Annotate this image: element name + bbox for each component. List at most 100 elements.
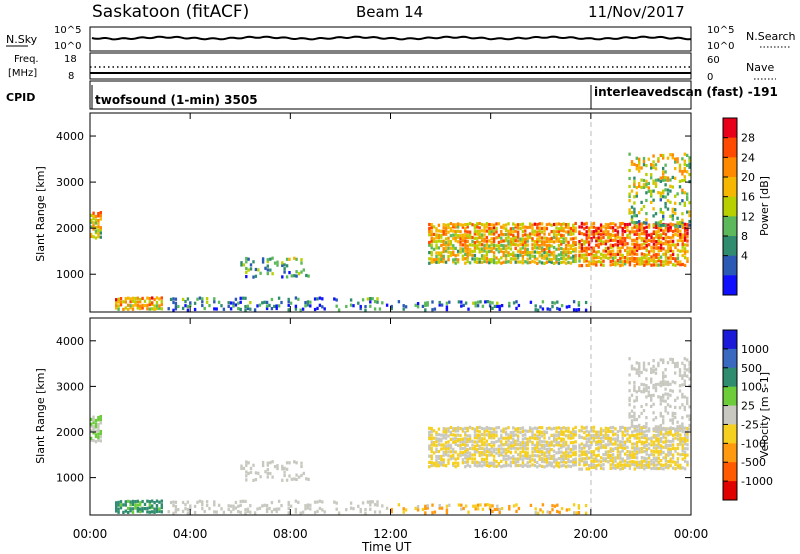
velocity-echo-cell bbox=[131, 510, 135, 514]
power-echo-cell bbox=[473, 241, 477, 245]
power-echo-cell bbox=[607, 250, 610, 254]
velocity-echo-cell bbox=[599, 430, 603, 434]
power-echo-cell bbox=[640, 222, 644, 226]
power-echo-cell bbox=[683, 203, 686, 207]
power-echo-cell bbox=[609, 243, 612, 247]
power-echo-cell bbox=[160, 307, 163, 311]
power-echo-cell bbox=[597, 226, 600, 230]
velocity-echo-cell bbox=[246, 509, 250, 514]
velocity-echo-cell bbox=[623, 443, 627, 447]
velocity-echo-cell bbox=[614, 456, 617, 460]
power-echo-cell bbox=[628, 246, 632, 250]
velocity-echo-cell bbox=[454, 427, 457, 431]
power-echo-cell bbox=[528, 232, 532, 236]
power-echo-cell bbox=[616, 226, 620, 230]
velocity-echo-cell bbox=[681, 416, 684, 420]
velocity-echo-cell bbox=[548, 450, 551, 454]
velocity-echo-cell bbox=[437, 464, 441, 468]
velocity-echo-cell bbox=[678, 389, 682, 393]
velocity-echo-cell bbox=[516, 430, 520, 434]
velocity-echo-cell bbox=[316, 500, 319, 504]
power-echo-cell bbox=[516, 253, 520, 257]
power-echo-cell bbox=[435, 243, 438, 247]
power-echo-cell bbox=[616, 259, 620, 263]
power-echo-cell bbox=[524, 247, 527, 251]
velocity-echo-cell bbox=[671, 421, 674, 425]
power-echo-cell bbox=[604, 229, 608, 233]
power-echo-cell bbox=[237, 307, 240, 311]
velocity-echo-cell bbox=[587, 430, 591, 434]
power-echo-cell bbox=[285, 257, 289, 261]
power-echo-cell bbox=[536, 261, 539, 265]
power-echo-cell bbox=[129, 297, 132, 301]
velocity-echo-cell bbox=[654, 386, 658, 390]
velocity-echo-cell bbox=[480, 439, 484, 443]
velocity-echo-cell bbox=[562, 437, 565, 441]
power-echo-cell bbox=[645, 257, 648, 261]
power-echo-cell bbox=[227, 304, 230, 308]
velocity-echo-cell bbox=[444, 433, 448, 437]
velocity-echo-cell bbox=[614, 446, 617, 450]
velocity-echo-cell bbox=[538, 463, 541, 467]
velocity-echo-cell bbox=[294, 507, 298, 511]
velocity-echo-cell bbox=[562, 454, 565, 458]
power-echo-cell bbox=[607, 252, 610, 256]
power-echo-cell bbox=[623, 248, 627, 253]
velocity-echo-cell bbox=[574, 450, 577, 454]
power-echo-cell bbox=[650, 166, 653, 170]
power-echo-cell bbox=[671, 252, 675, 256]
velocity-echo-cell bbox=[538, 450, 541, 454]
power-echo-cell bbox=[633, 257, 636, 261]
velocity-echo-cell bbox=[500, 459, 503, 463]
power-echo-cell bbox=[645, 164, 648, 168]
power-echo-cell bbox=[261, 260, 265, 264]
power-echo-cell bbox=[587, 229, 591, 233]
velocity-echo-cell bbox=[99, 415, 102, 419]
power-echo-cell bbox=[476, 232, 479, 236]
velocity-echo-cell bbox=[626, 456, 629, 460]
velocity-echo-cell bbox=[146, 506, 149, 510]
power-echo-cell bbox=[664, 259, 668, 263]
velocity-echo-cell bbox=[638, 439, 641, 443]
power-echo-cell bbox=[676, 253, 680, 257]
velocity-echo-cell bbox=[536, 511, 540, 515]
power-echo-cell bbox=[430, 233, 433, 237]
power-echo-cell bbox=[512, 253, 515, 258]
power-echo-cell bbox=[437, 253, 441, 257]
velocity-echo-cell bbox=[683, 454, 687, 458]
power-echo-cell bbox=[628, 230, 632, 234]
power-echo-cell bbox=[160, 296, 163, 300]
power-echo-cell bbox=[181, 306, 185, 310]
velocity-echo-cell bbox=[647, 465, 651, 469]
power-echo-cell bbox=[467, 307, 470, 311]
velocity-echo-cell bbox=[655, 450, 658, 454]
velocity-echo-cell bbox=[574, 425, 577, 429]
velocity-echo-cell bbox=[546, 510, 549, 514]
velocity-echo-cell bbox=[556, 503, 559, 507]
velocity-echo-cell bbox=[609, 436, 612, 440]
velocity-echo-cell bbox=[252, 463, 255, 467]
power-echo-cell bbox=[630, 160, 634, 164]
power-echoes bbox=[90, 152, 691, 312]
power-echo-cell bbox=[444, 229, 448, 233]
power-echo-cell bbox=[253, 308, 257, 312]
velocity-echo-cell bbox=[592, 465, 596, 469]
power-echo-cell bbox=[495, 248, 498, 252]
velocity-echo-cell bbox=[607, 460, 610, 464]
power-echo-cell bbox=[440, 229, 443, 233]
velocity-echo-cell bbox=[507, 443, 510, 447]
velocity-echo-cell bbox=[456, 463, 460, 467]
noise-left-tick-bottom: 10^0 bbox=[54, 41, 81, 52]
velocity-echo-cell bbox=[638, 426, 641, 430]
velocity-echo-cell bbox=[474, 504, 477, 508]
velocity-echo-cell bbox=[568, 507, 571, 512]
velocity-echo-cell bbox=[562, 430, 565, 434]
velocity-echo-cell bbox=[428, 426, 431, 430]
power-echo-cell bbox=[614, 256, 617, 260]
velocity-echo-cell bbox=[621, 457, 624, 461]
power-echo-cell bbox=[572, 229, 575, 233]
velocity-colorbar-cell bbox=[723, 386, 737, 406]
velocity-echo-cell bbox=[97, 438, 100, 442]
velocity-echo-cell bbox=[462, 506, 465, 511]
power-echo-cell bbox=[456, 249, 460, 253]
